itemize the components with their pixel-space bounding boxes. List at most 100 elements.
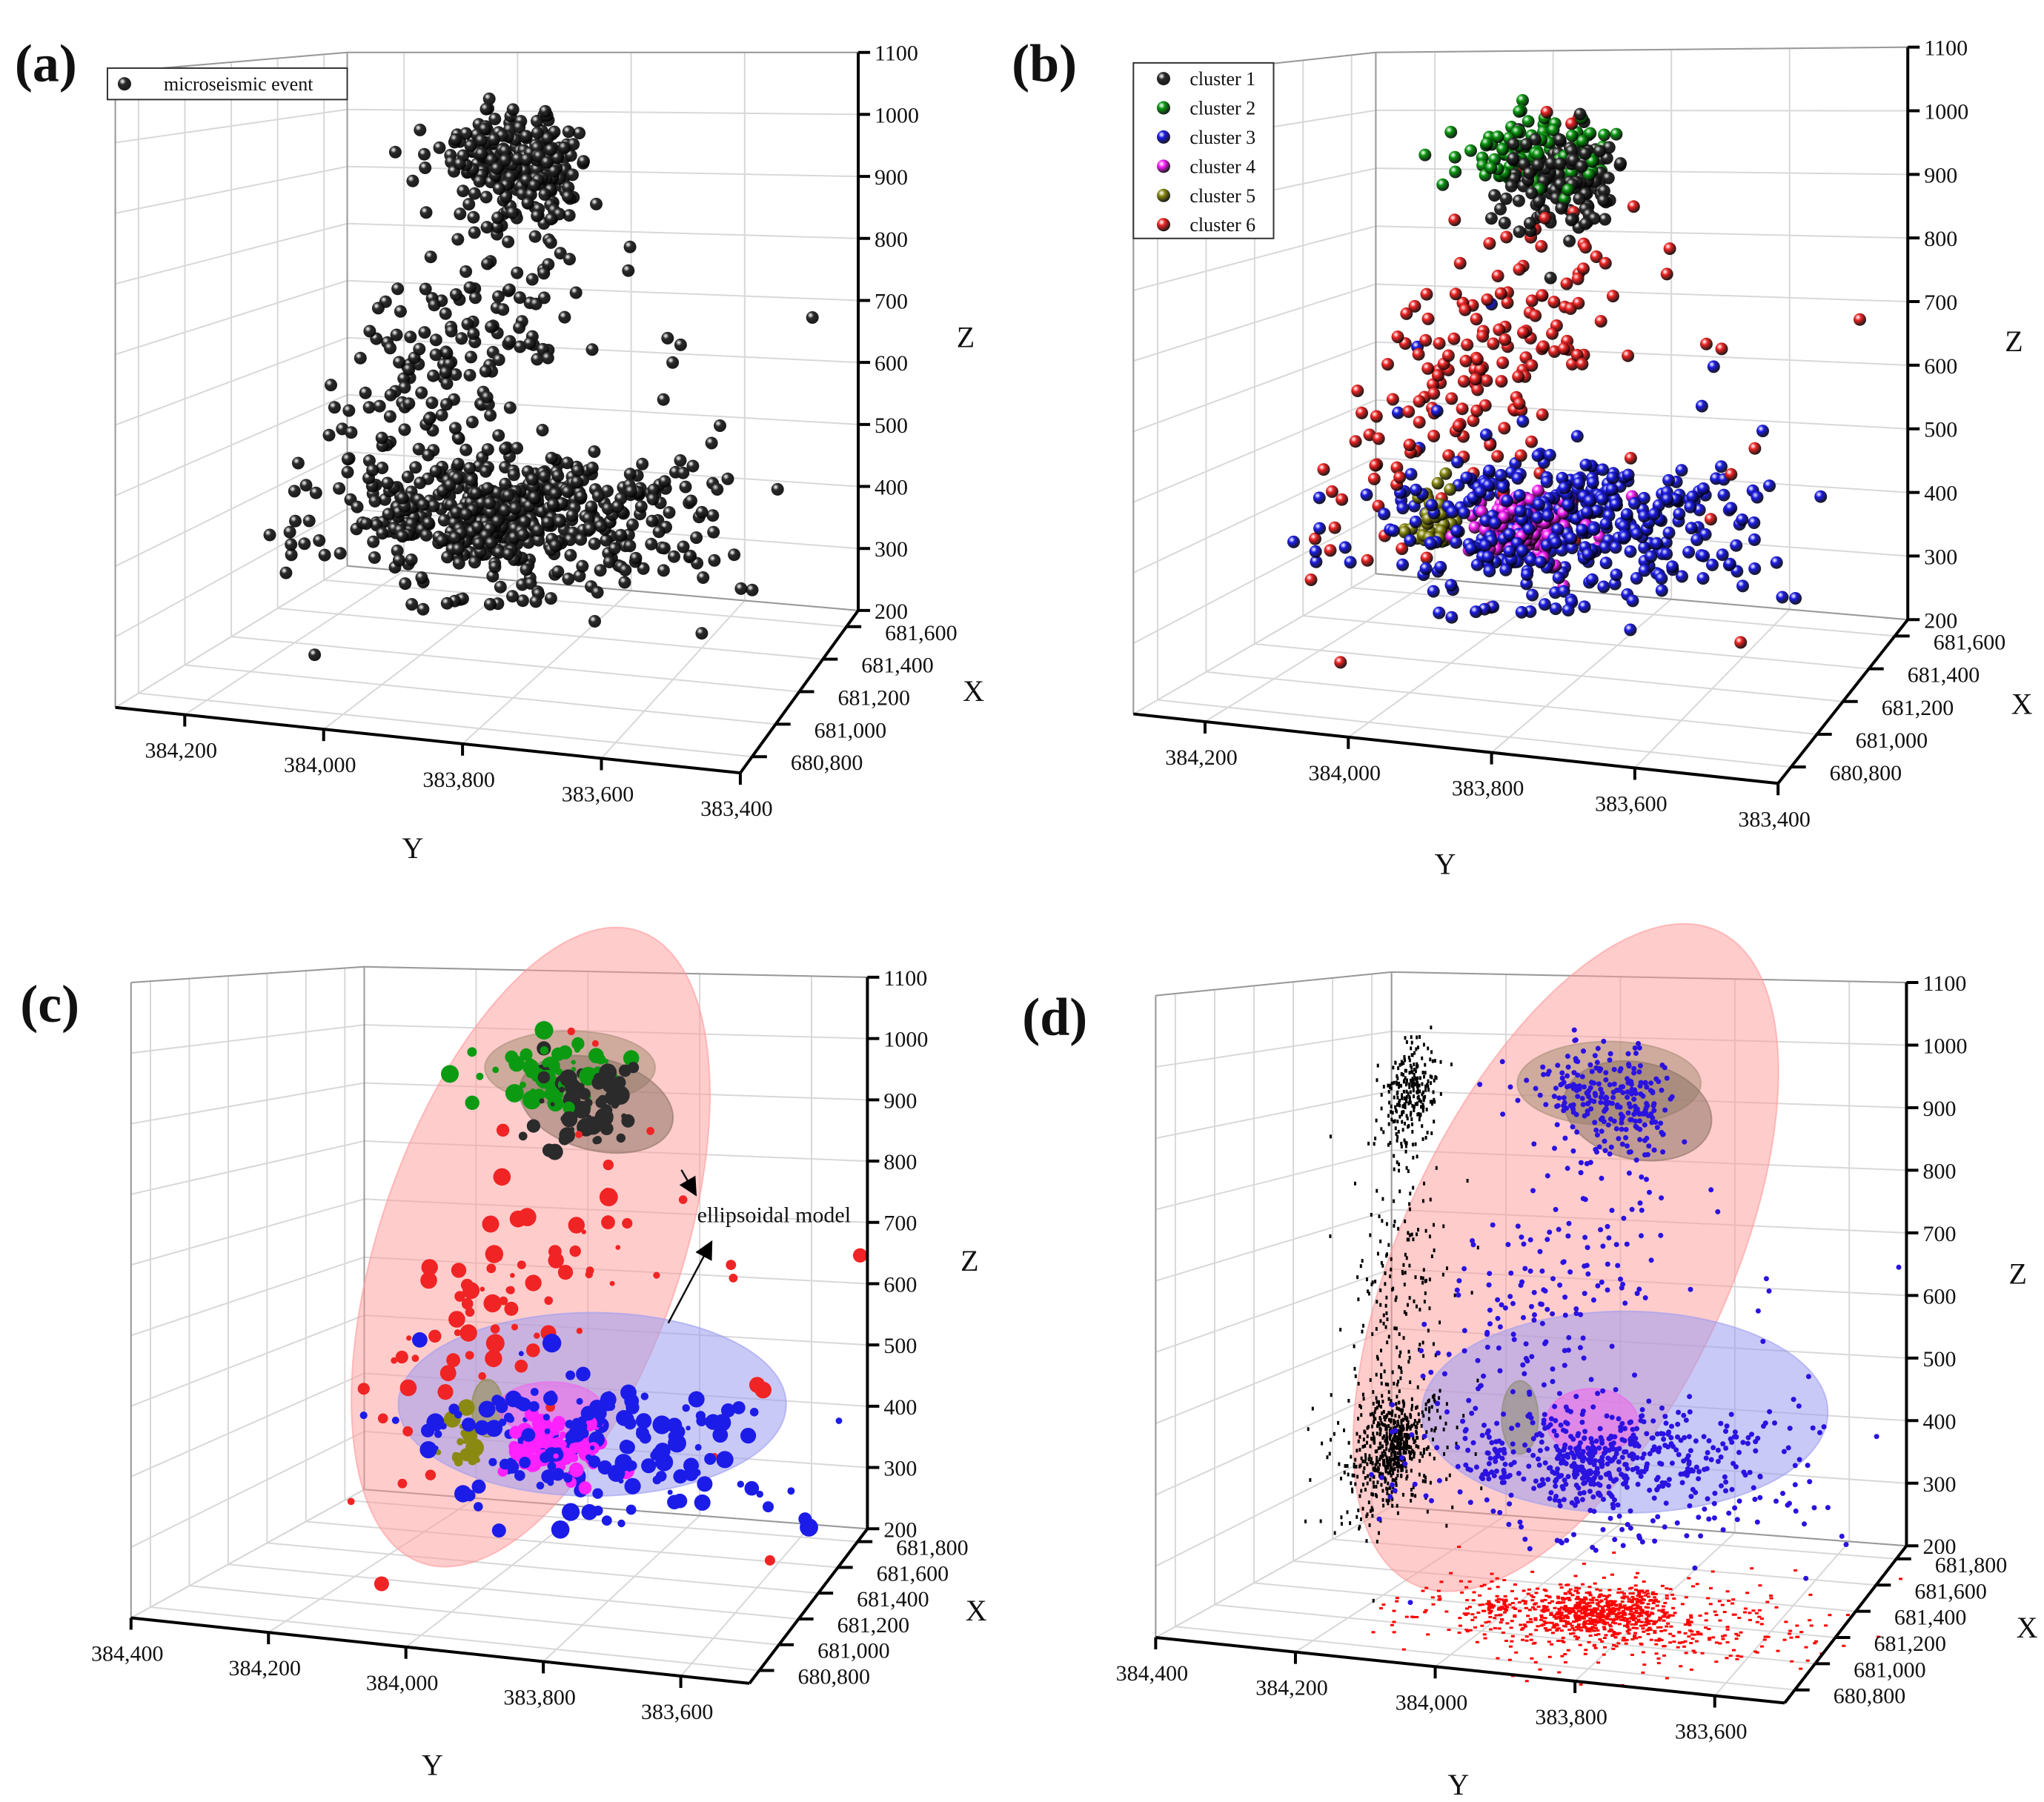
- data-point-cluster-6: [1498, 422, 1511, 435]
- data-point-cluster-3: [1763, 479, 1776, 493]
- data-point-cluster-3: [1666, 560, 1679, 573]
- projection-point-yz: [1380, 1381, 1383, 1386]
- projection-point-yz: [1385, 1443, 1388, 1447]
- projection-point-yz: [1424, 1084, 1427, 1088]
- data-point-cluster-3: [1695, 399, 1708, 413]
- data-point-cluster-6: [705, 436, 718, 450]
- data-point-cluster-3: [1616, 1416, 1622, 1422]
- data-point-cluster-3: [646, 514, 659, 528]
- data-point-cluster-6: [468, 226, 481, 239]
- data-point-cluster-6: [537, 267, 551, 280]
- projection-point-yz: [1408, 1094, 1411, 1099]
- projection-point-xy: [1524, 1680, 1529, 1683]
- projection-point-yz: [1374, 1449, 1377, 1454]
- projection-point-yz: [1385, 1447, 1388, 1452]
- projection-point-xy: [1465, 1630, 1470, 1633]
- projection-point-xy: [1505, 1622, 1510, 1625]
- projection-point-yz: [1333, 1531, 1336, 1535]
- x-tick-label: 680,800: [1830, 761, 1902, 785]
- data-point-cluster-3: [362, 401, 376, 414]
- data-point-cluster-1: [1525, 187, 1539, 200]
- projection-point-yz: [1396, 1451, 1399, 1455]
- data-point-cluster-6: [1659, 1195, 1665, 1201]
- data-point-cluster-3: [1710, 1445, 1716, 1451]
- data-point-cluster-6: [1420, 551, 1433, 565]
- projection-point-yz: [1444, 1421, 1447, 1426]
- data-point-cluster-6: [1579, 1420, 1585, 1425]
- projection-point-yz: [1355, 1465, 1358, 1469]
- projection-point-yz: [1396, 1469, 1399, 1473]
- data-point-cluster-6: [1627, 200, 1640, 213]
- projection-point-xy: [1671, 1635, 1676, 1638]
- projection-point-xy: [1642, 1598, 1646, 1601]
- data-point-cluster-3: [1582, 548, 1595, 561]
- data-point-cluster-3: [1724, 1423, 1730, 1429]
- data-point-cluster-3: [1805, 1463, 1811, 1469]
- data-point-cluster-2: [509, 1061, 515, 1067]
- data-point-cluster-3: [1622, 468, 1635, 482]
- data-point-cluster-6: [468, 291, 482, 305]
- data-point-cluster-3: [1445, 611, 1459, 624]
- projection-point-yz: [1422, 1268, 1425, 1272]
- data-point-cluster-6: [1647, 1189, 1652, 1195]
- projection-point-xy: [1478, 1603, 1482, 1606]
- data-point-cluster-6: [1648, 1257, 1654, 1263]
- projection-point-yz: [1387, 1243, 1390, 1247]
- projection-point-yz: [1476, 1378, 1479, 1383]
- projection-point-yz: [1445, 1523, 1448, 1528]
- projection-point-yz: [1350, 1454, 1353, 1459]
- projection-point-yz: [1360, 1489, 1363, 1493]
- projection-point-yz: [1372, 1598, 1375, 1603]
- projection-point-yz: [1446, 1266, 1449, 1271]
- projection-point-yz: [1365, 1514, 1368, 1518]
- projection-point-yz: [1385, 1295, 1388, 1300]
- data-point-cluster-6: [526, 1343, 540, 1357]
- projection-point-yz: [1333, 1432, 1335, 1436]
- projection-point-yz: [1379, 1405, 1382, 1409]
- projection-point-xy: [1808, 1619, 1812, 1622]
- projection-point-xy: [1606, 1606, 1610, 1609]
- data-point-cluster-3: [563, 1474, 573, 1483]
- projection-point-xy: [1795, 1624, 1799, 1627]
- projection-point-xy: [1689, 1668, 1693, 1671]
- projection-point-yz: [1369, 1233, 1372, 1237]
- data-point-cluster-1: [558, 141, 571, 154]
- projection-point-xy: [1689, 1616, 1693, 1619]
- data-point-cluster-3: [333, 482, 346, 495]
- projection-point-yz: [1389, 1085, 1392, 1089]
- projection-point-xy: [1641, 1627, 1645, 1630]
- projection-point-yz: [1376, 1424, 1379, 1429]
- x-axis-title: X: [966, 1594, 987, 1627]
- projection-point-xy: [1457, 1546, 1461, 1549]
- data-point-cluster-6: [302, 514, 316, 528]
- projection-point-yz: [1379, 1349, 1382, 1353]
- projection-point-xy: [1556, 1597, 1561, 1600]
- data-point-cluster-3: [1444, 579, 1458, 592]
- projection-point-xy: [1490, 1580, 1494, 1583]
- data-point-cluster-6: [1433, 337, 1446, 350]
- data-point-cluster-3: [1645, 550, 1658, 563]
- data-point-cluster-3: [318, 548, 331, 562]
- data-point-cluster-6: [1487, 1307, 1493, 1313]
- data-point-cluster-1: [1633, 1051, 1639, 1056]
- projection-point-yz: [1378, 1214, 1381, 1219]
- projection-point-xy: [1430, 1596, 1435, 1599]
- projection-point-yz: [1395, 1402, 1398, 1406]
- projection-point-xy: [1568, 1588, 1573, 1591]
- projection-point-yz: [1356, 1275, 1359, 1280]
- data-point-cluster-3: [641, 1458, 657, 1474]
- projection-point-yz: [1393, 1167, 1396, 1171]
- data-point-cluster-2: [1448, 150, 1461, 164]
- data-point-cluster-3: [1609, 498, 1622, 511]
- projection-point-yz: [1398, 1407, 1401, 1412]
- projection-point-xy: [1593, 1626, 1598, 1629]
- projection-point-yz: [1417, 1445, 1420, 1449]
- data-point-cluster-1: [500, 190, 513, 204]
- data-point-cluster-3: [1542, 1412, 1547, 1417]
- projection-point-yz: [1384, 1325, 1387, 1329]
- projection-point-yz: [1408, 1454, 1411, 1458]
- data-point-cluster-3: [1772, 1420, 1777, 1426]
- data-point-cluster-6: [569, 286, 583, 299]
- projection-point-xy: [1688, 1623, 1692, 1626]
- projection-point-yz: [1362, 1437, 1365, 1442]
